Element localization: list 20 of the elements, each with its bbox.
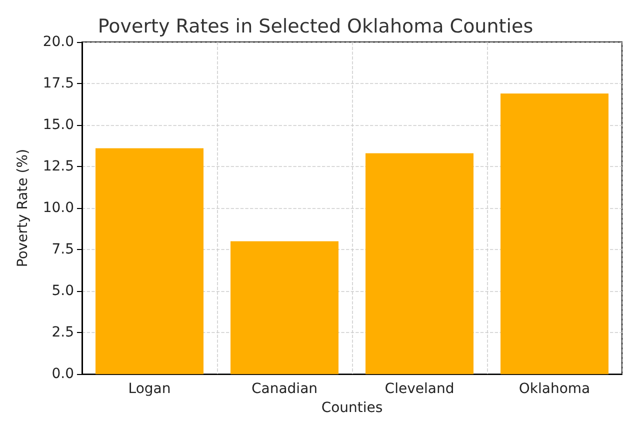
- y-tick-label: 20.0: [42, 34, 74, 50]
- chart-title: Poverty Rates in Selected Oklahoma Counties: [98, 16, 534, 38]
- y-tick-label: 7.5: [52, 242, 74, 258]
- x-axis-title: Counties: [321, 400, 383, 416]
- y-tick-label: 2.5: [52, 324, 74, 341]
- bar: [500, 93, 608, 374]
- x-tick-label: Oklahoma: [518, 381, 590, 398]
- y-axis-title: Poverty Rate (%): [15, 148, 31, 268]
- x-tick-label: Logan: [128, 381, 171, 398]
- y-tick-label: 12.5: [42, 158, 74, 175]
- y-tick-label: 5.0: [52, 283, 74, 300]
- bar: [230, 241, 338, 374]
- y-tick-label: 17.5: [42, 76, 74, 92]
- y-tick-label: 15.0: [42, 117, 74, 134]
- y-tick-label: 10.0: [42, 200, 74, 216]
- bar: [366, 153, 474, 374]
- y-tick-label: 0.0: [52, 366, 74, 382]
- x-tick-label: Cleveland: [384, 381, 454, 398]
- x-tick-label: Canadian: [251, 381, 318, 398]
- bar: [96, 148, 204, 374]
